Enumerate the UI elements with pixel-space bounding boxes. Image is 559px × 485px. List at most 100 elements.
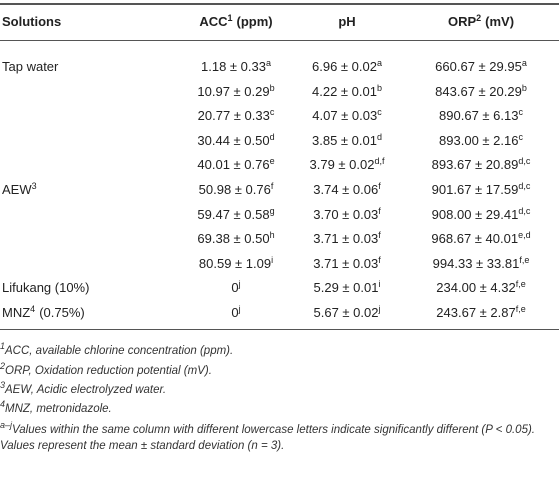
cell-text: 3.70 ± 0.03 — [313, 206, 379, 222]
cell-text: 660.67 ± 29.95 — [435, 59, 522, 74]
footnote: a–jValues within the same column with di… — [0, 420, 556, 454]
header-cell: ORP2 (mV) — [448, 14, 514, 30]
superscript: j — [378, 304, 381, 314]
table-cell: 890.67 ± 6.13c — [439, 108, 523, 124]
superscript: i — [271, 254, 274, 265]
superscript: f — [378, 181, 381, 191]
table-cell: 3.71 ± 0.03f — [313, 231, 380, 247]
footnote-mark: 4 — [0, 399, 6, 409]
cell-text: 80.59 ± 1.09 — [198, 255, 272, 271]
table-cell: 3.70 ± 0.03f — [313, 205, 381, 223]
cell-text: 40.01 ± 0.76 — [197, 157, 270, 173]
cell-text: 4.07 ± 0.03 — [312, 108, 378, 124]
table-cell: 0j — [231, 305, 240, 321]
cell-text: 6.96 ± 0.02 — [312, 59, 377, 74]
header-cell: pH — [338, 14, 355, 30]
cell-text: 3.74 ± 0.06 — [313, 182, 379, 197]
table-cell: 59.47 ± 0.58g — [197, 205, 275, 223]
footnote-text: AEW, Acidic electrolyzed water. — [5, 384, 167, 396]
superscript: 1 — [227, 13, 233, 23]
cell-text: 908.00 ± 29.41 — [431, 206, 519, 222]
table-cell: 4.07 ± 0.03c — [312, 108, 381, 124]
superscript: 2 — [476, 13, 482, 23]
table-cell: 30.44 ± 0.50d — [197, 131, 275, 149]
superscript: c — [518, 107, 523, 118]
row-label: AEW3 — [2, 182, 37, 198]
superscript: j — [238, 304, 241, 314]
superscript: j — [238, 279, 241, 290]
cell-text: ACC — [199, 14, 228, 29]
table-cell: 3.74 ± 0.06f — [313, 182, 380, 198]
cell-text: Solutions — [2, 14, 62, 29]
cell-text: 893.00 ± 2.16 — [439, 132, 519, 148]
table-cell: 893.00 ± 2.16c — [439, 132, 523, 149]
footnote-mark: 3 — [0, 380, 6, 390]
cell-text: 3.85 ± 0.01 — [312, 132, 377, 148]
superscript: e — [269, 156, 275, 167]
cell-text: 0 — [231, 280, 239, 296]
table-cell: 1.18 ± 0.33a — [201, 59, 271, 75]
table-cell: 968.67 ± 40.01e,d — [431, 231, 530, 247]
cell-text: 1.18 ± 0.33 — [201, 59, 266, 74]
superscript: f — [378, 230, 381, 241]
cell-suffix: (mV) — [485, 14, 515, 29]
header-cell: Solutions — [2, 14, 61, 30]
table-cell: 901.67 ± 17.59d,c — [432, 182, 531, 198]
footnote-mark: 1 — [0, 341, 6, 351]
cell-text: 843.67 ± 20.29 — [435, 83, 522, 99]
superscript: a — [265, 58, 271, 68]
table-cell: 908.00 ± 29.41d,c — [431, 205, 531, 223]
superscript: f,e — [515, 279, 526, 290]
cell-text: 893.67 ± 20.89 — [431, 157, 519, 173]
superscript: 4 — [30, 304, 36, 314]
table-cell: 243.67 ± 2.87f,e — [436, 305, 525, 321]
cell-text: 3.71 ± 0.03 — [313, 231, 379, 247]
table-cell: 843.67 ± 20.29b — [435, 82, 527, 100]
superscript: d — [376, 131, 382, 142]
table-cell: 40.01 ± 0.76e — [197, 157, 274, 173]
cell-text: Tap water — [2, 59, 59, 74]
table-cell: 69.38 ± 0.50h — [197, 231, 274, 247]
footnote-mark: a–j — [0, 420, 13, 430]
footnote-mark: 2 — [0, 361, 6, 371]
table-cell: 3.85 ± 0.01d — [312, 131, 382, 149]
cell-text: 234.00 ± 4.32 — [436, 280, 516, 296]
footnote-text: Values within the same column with diffe… — [0, 424, 535, 452]
superscript: f — [378, 205, 381, 216]
cell-text: AEW — [2, 182, 32, 197]
table-cell: 5.29 ± 0.01i — [314, 280, 381, 296]
table-cell: 80.59 ± 1.09i — [198, 254, 274, 272]
superscript: i — [378, 279, 381, 290]
cell-text: 30.44 ± 0.50 — [197, 132, 270, 148]
superscript: g — [269, 205, 275, 216]
cell-text: 994.33 ± 33.81 — [432, 255, 520, 271]
footnote-text: ACC, available chlorine concentration (p… — [5, 345, 234, 357]
cell-text: 890.67 ± 6.13 — [439, 108, 519, 124]
superscript: d — [269, 131, 275, 142]
cell-text: 3.71 ± 0.03 — [313, 255, 379, 271]
superscript: h — [269, 230, 275, 241]
cell-text: 5.29 ± 0.01 — [313, 280, 379, 296]
superscript: b — [521, 82, 527, 93]
cell-text: Lifukang (10%) — [2, 280, 90, 296]
cell-text: 968.67 ± 40.01 — [431, 231, 519, 247]
table-cell: 4.22 ± 0.01b — [312, 83, 382, 100]
superscript: f,e — [519, 254, 530, 265]
cell-text: pH — [338, 14, 356, 29]
cell-text: 0 — [231, 305, 239, 320]
table-cell: 10.97 ± 0.29b — [197, 83, 274, 100]
cell-suffix: (ppm) — [236, 14, 273, 29]
header-cell: ACC1 (ppm) — [199, 14, 272, 30]
superscript: e,d — [518, 230, 531, 241]
superscript: d,c — [518, 181, 531, 191]
footnote-text: MNZ, metronidazole. — [5, 403, 112, 415]
superscript: f — [270, 181, 274, 191]
footnote: 1ACC, available chlorine concentration (… — [0, 341, 556, 359]
cell-text: 3.79 ± 0.02 — [309, 157, 375, 173]
superscript: c — [269, 107, 275, 118]
superscript: d,c — [518, 205, 531, 216]
table-cell: 3.79 ± 0.02d,f — [310, 157, 385, 173]
table-cell: 0j — [231, 280, 240, 296]
table-cell: 50.98 ± 0.76f — [199, 182, 274, 198]
cell-suffix: (0.75%) — [39, 305, 85, 320]
